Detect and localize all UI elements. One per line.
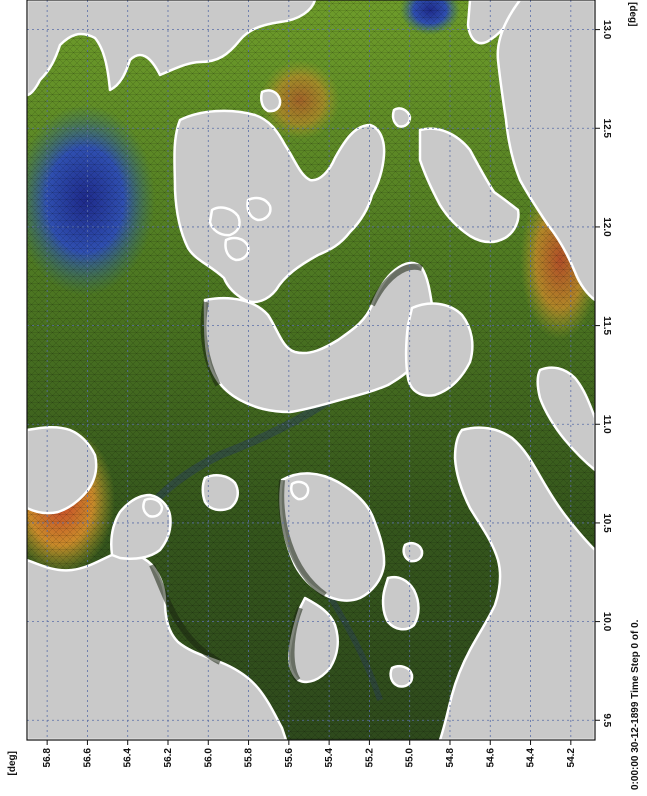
latitude-tick-label: 56.6 <box>82 748 93 768</box>
longitude-tick-label: 11.5 <box>601 316 612 335</box>
latitude-tick-label: 54.4 <box>526 748 537 768</box>
latitude-tick-label: 55.6 <box>284 748 295 768</box>
latitude-tick-label: 55.4 <box>324 748 335 768</box>
latitude-tick-label: 54.6 <box>485 748 496 768</box>
latitude-tick-label: 55.8 <box>244 748 255 768</box>
coastal-shallow <box>288 606 303 682</box>
map-layers <box>27 0 595 740</box>
land-mass <box>389 665 414 688</box>
longitude-tick-label: 10.5 <box>601 513 612 533</box>
coastal-shallows <box>149 263 423 682</box>
coastal-shallow <box>200 301 221 387</box>
latitude-tick-label: 56.2 <box>163 748 174 768</box>
latitude-tick-label: 56.8 <box>42 748 53 768</box>
longitude-tick-label: 12.5 <box>601 119 612 139</box>
latitude-tick-label: 55.2 <box>364 748 375 768</box>
land-mass <box>260 89 282 113</box>
land-mass <box>404 302 474 397</box>
longitude-axis: 9.5 10.0 10.5 11.0 11.5 12.0 12.5 13.0 <box>595 20 612 728</box>
land-mass <box>27 426 98 515</box>
graticule <box>27 0 595 740</box>
land-mass <box>224 236 250 262</box>
land-mass <box>246 196 272 222</box>
land-mass <box>201 474 239 512</box>
latitude-unit-label: [deg] <box>7 751 18 775</box>
latitude-tick-label: 56.4 <box>123 748 134 768</box>
longitude-tick-label: 13.0 <box>601 20 612 40</box>
coastal-shallow <box>149 563 222 665</box>
longitude-tick-label: 10.0 <box>601 612 612 632</box>
land-mass <box>418 127 520 244</box>
land-mass <box>391 107 412 128</box>
land-mass <box>438 426 595 740</box>
plot-frame <box>26 0 596 741</box>
land-mass <box>208 206 241 237</box>
longitude-tick-label: 12.0 <box>601 217 612 237</box>
land-mass <box>142 497 164 518</box>
longitude-tick-label: 11.0 <box>601 415 612 434</box>
land-mass <box>27 0 317 97</box>
latitude-tick-label: 54.2 <box>566 748 577 768</box>
latitude-axis: 56.8 56.6 56.4 56.2 56.0 55.8 55.6 55.4 55.2 55.0… <box>42 740 577 767</box>
time-step-status: 0:00:00 30-12-1899 Time Step 0 of 0. <box>630 619 641 790</box>
coastal-shallow <box>369 263 423 307</box>
longitude-unit-label: [deg] <box>627 2 638 26</box>
longitude-tick-label: 9.5 <box>601 713 612 727</box>
latitude-tick-label: 55.0 <box>405 748 416 768</box>
land-mass <box>402 542 424 563</box>
land-mass <box>290 480 310 501</box>
coastal-shallow <box>278 479 327 598</box>
latitude-tick-label: 54.8 <box>445 748 456 768</box>
land-mass <box>536 366 595 472</box>
latitude-tick-label: 56.0 <box>203 748 214 768</box>
